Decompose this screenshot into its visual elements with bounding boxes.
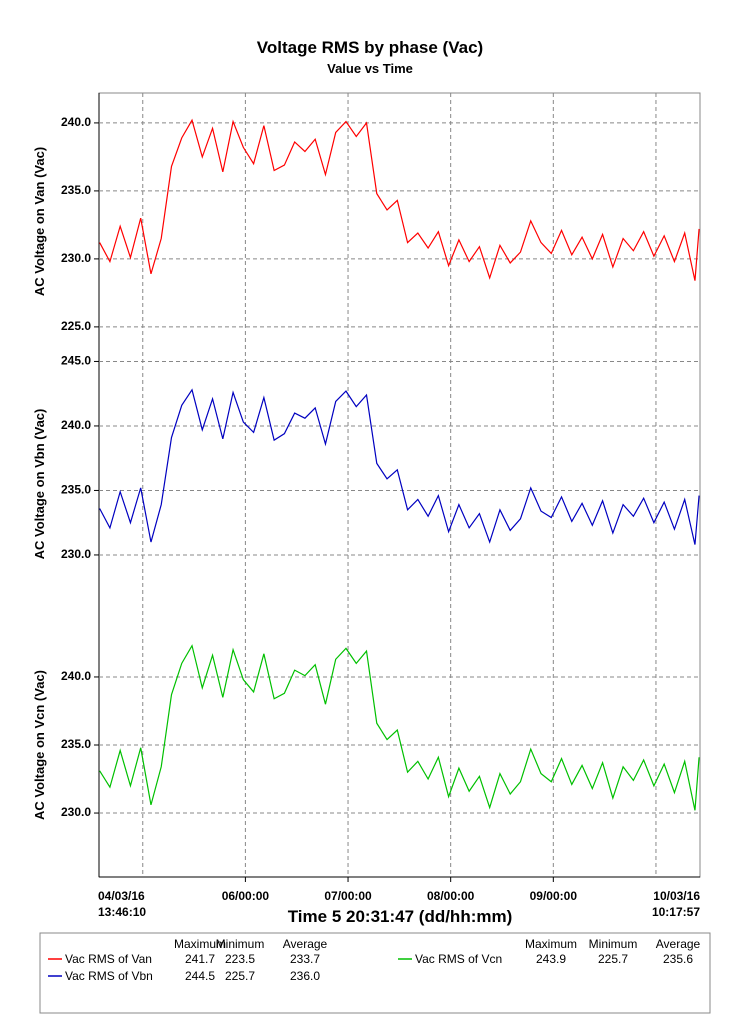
legend-header: Maximum [174, 937, 226, 951]
x-tick-label: 07/00:00 [324, 889, 372, 903]
x-end-time: 10:17:57 [652, 905, 700, 919]
legend-stat: 225.7 [598, 952, 628, 966]
legend-header: Average [283, 937, 328, 951]
y-tick-label: 230.0 [61, 251, 91, 265]
legend-stat: 235.6 [663, 952, 693, 966]
y-tick-label: 235.0 [61, 483, 91, 497]
legend-box [39, 932, 711, 1014]
x-tick-label: 09/00:00 [530, 889, 578, 903]
x-start-date: 04/03/16 [98, 889, 145, 903]
legend-label: Vac RMS of Vbn [65, 969, 153, 983]
y-tick-label: 230.0 [61, 805, 91, 819]
legend-stat: 225.7 [225, 969, 255, 983]
series-line [99, 388, 700, 545]
legend-stat: 244.5 [185, 969, 215, 983]
y-axis-title: AC Voltage on Vcn (Vac) [32, 670, 47, 820]
y-tick-label: 245.0 [61, 354, 91, 368]
legend-stat: 233.7 [290, 952, 320, 966]
series-line [99, 644, 700, 811]
y-tick-label: 240.0 [61, 669, 91, 683]
legend-header: Maximum [525, 937, 577, 951]
y-tick-label: 235.0 [61, 737, 91, 751]
y-tick-label: 240.0 [61, 418, 91, 432]
series-line [99, 118, 700, 281]
legend-header: Average [656, 937, 701, 951]
legend-header: Minimum [589, 937, 638, 951]
legend-header: Minimum [216, 937, 265, 951]
y-tick-label: 225.0 [61, 319, 91, 333]
legend-stat: 241.7 [185, 952, 215, 966]
chart-title: Voltage RMS by phase (Vac) [257, 38, 483, 57]
legend-stat: 223.5 [225, 952, 255, 966]
legend-stat: 236.0 [290, 969, 320, 983]
x-tick-label: 08/00:00 [427, 889, 475, 903]
x-tick-label: 06/00:00 [222, 889, 270, 903]
y-axis-title: AC Voltage on Vbn (Vac) [32, 409, 47, 560]
legend-label: Vac RMS of Van [65, 952, 152, 966]
x-start-time: 13:46:10 [98, 905, 146, 919]
y-tick-label: 230.0 [61, 547, 91, 561]
legend-stat: 243.9 [536, 952, 566, 966]
legend-label: Vac RMS of Vcn [415, 952, 502, 966]
x-axis-title: Time 5 20:31:47 (dd/hh:mm) [288, 907, 513, 926]
chart-subtitle: Value vs Time [327, 61, 413, 76]
y-axis-title: AC Voltage on Van (Vac) [32, 147, 47, 296]
y-tick-label: 240.0 [61, 115, 91, 129]
x-end-date: 10/03/16 [653, 889, 700, 903]
y-tick-label: 235.0 [61, 183, 91, 197]
